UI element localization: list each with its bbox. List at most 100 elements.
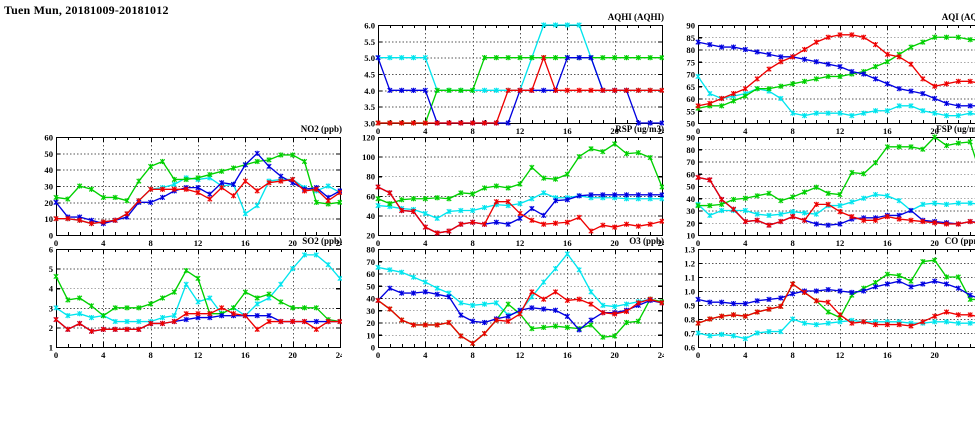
data-point-marker [290, 305, 296, 311]
data-point-marker [576, 55, 582, 61]
data-point-marker [837, 221, 843, 227]
data-point-marker [124, 198, 130, 204]
data-point-marker [375, 55, 381, 61]
x-tick-label: 12 [836, 126, 845, 136]
data-point-marker [337, 199, 342, 205]
data-point-marker [529, 289, 535, 295]
y-tick-label: 85 [686, 33, 695, 43]
data-point-marker [399, 87, 405, 93]
data-point-marker [207, 191, 213, 197]
data-point-marker [707, 212, 713, 219]
x-tick-label: 4 [423, 238, 428, 248]
data-point-marker [623, 319, 630, 326]
x-tick-label: 20 [288, 350, 297, 360]
data-point-marker [943, 221, 950, 227]
x-tick-label: 4 [423, 126, 428, 136]
y-tick-label: 2 [49, 323, 53, 333]
data-point-marker [183, 281, 189, 287]
y-tick-label: 20 [686, 218, 695, 228]
chart-panel-o3: O3 (ppb)0102030405060708004812162024 [352, 236, 664, 363]
data-point-marker [219, 185, 225, 191]
data-point-marker [600, 149, 606, 155]
data-point-marker [242, 289, 248, 295]
data-point-marker [872, 321, 879, 328]
x-tick-label: 8 [149, 350, 154, 360]
panel-title-aqhi: AQHI (AQHI) [607, 12, 664, 22]
data-point-marker [801, 217, 808, 223]
data-point-marker [301, 188, 308, 194]
data-point-marker [313, 305, 319, 311]
data-point-marker [600, 55, 606, 61]
x-tick-label: 4 [743, 238, 748, 248]
data-point-marker [65, 196, 71, 202]
data-point-marker [470, 318, 476, 324]
data-point-marker [183, 267, 189, 274]
data-point-marker [399, 269, 405, 275]
data-point-marker [552, 87, 559, 93]
data-point-marker [884, 193, 890, 199]
data-point-marker [825, 320, 831, 326]
data-point-marker [552, 55, 559, 61]
data-point-marker [100, 326, 106, 332]
data-point-marker [458, 190, 464, 196]
data-point-marker [325, 183, 331, 189]
data-point-marker [849, 289, 855, 296]
data-point-marker [207, 196, 213, 202]
data-point-marker [529, 164, 535, 170]
data-point-marker [171, 318, 177, 325]
data-point-marker [754, 193, 760, 199]
data-point-marker [65, 313, 71, 319]
data-point-marker [707, 316, 713, 322]
data-point-marker [230, 305, 237, 311]
data-point-marker [920, 76, 926, 82]
data-point-marker [801, 78, 808, 84]
data-point-marker [707, 202, 713, 209]
data-point-marker [612, 192, 618, 198]
data-point-marker [470, 340, 476, 346]
data-point-marker [920, 218, 926, 225]
x-tick-label: 4 [743, 350, 748, 360]
data-point-marker [458, 300, 464, 306]
data-point-marker [635, 120, 641, 126]
data-point-marker [932, 110, 938, 116]
data-point-marker [861, 71, 867, 77]
y-tick-label: 10 [686, 231, 695, 241]
x-tick-label: 16 [883, 350, 892, 360]
data-point-marker [825, 201, 831, 207]
data-point-marker [766, 66, 772, 72]
data-point-marker [742, 46, 748, 53]
data-point-marker [564, 251, 570, 257]
data-point-marker [790, 316, 796, 322]
data-point-marker [301, 252, 308, 258]
data-point-marker [967, 110, 973, 116]
data-point-marker [254, 188, 260, 194]
data-point-marker [932, 95, 938, 102]
series-line-day4-red [377, 186, 663, 234]
panel-title-so2: SO2 (ppb) [302, 236, 342, 246]
data-point-marker [337, 318, 342, 325]
data-point-marker [552, 289, 559, 295]
data-point-marker [588, 146, 594, 152]
data-point-marker [778, 211, 784, 217]
data-point-marker [375, 297, 381, 304]
data-point-marker [481, 120, 488, 126]
data-point-marker [77, 311, 83, 317]
chart-panel-fsp: FSP (ug/m3)10203040506070809004812162024 [672, 124, 975, 251]
data-point-marker [884, 144, 890, 150]
data-point-marker [719, 331, 725, 338]
data-point-marker [564, 197, 570, 203]
data-point-marker [837, 64, 843, 70]
data-point-marker [124, 318, 130, 325]
data-point-marker [635, 192, 641, 198]
data-point-marker [136, 305, 142, 311]
data-point-marker [884, 214, 890, 220]
data-point-marker [136, 318, 142, 325]
data-point-marker [790, 209, 796, 215]
data-point-marker [695, 320, 701, 326]
data-point-marker [825, 61, 831, 67]
data-point-marker [790, 214, 796, 220]
data-point-marker [434, 285, 440, 291]
data-point-marker [872, 41, 879, 48]
data-point-marker [576, 153, 582, 160]
